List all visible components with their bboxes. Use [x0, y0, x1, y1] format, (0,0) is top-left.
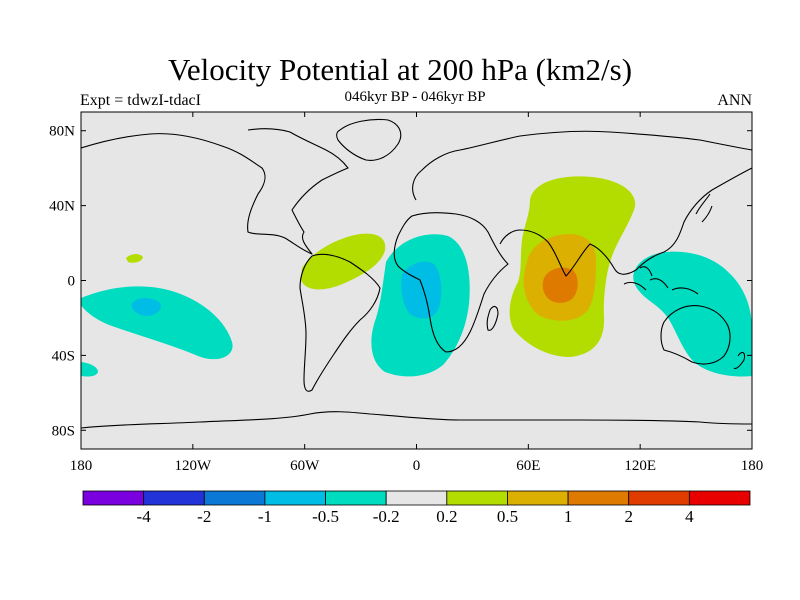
- coast-indonesia: [623, 266, 699, 295]
- colorbar-swatch: [325, 490, 387, 506]
- colorbar-label: -1: [258, 507, 272, 526]
- coast-antarctica: [81, 411, 752, 429]
- contour-small-positive: [126, 254, 143, 263]
- x-tick-label: 180: [741, 458, 764, 474]
- contour-amazon-positive: [301, 233, 386, 290]
- contour-central-pacific-core: [131, 298, 162, 316]
- coast-eurasia: [412, 130, 752, 277]
- x-tick-label: 60W: [290, 458, 320, 474]
- colorbar-label: 4: [685, 507, 694, 526]
- contour-maritime-negative: [633, 251, 752, 377]
- chart-title: Velocity Potential at 200 hPa (km2/s): [167, 52, 633, 87]
- contour-indian-max: [542, 267, 578, 303]
- x-axis-ticks: 180 120W 60W 0 60E 120E 180: [70, 112, 764, 474]
- x-tick-label: 60E: [516, 458, 540, 474]
- coastlines: [81, 118, 752, 429]
- x-tick-label: 120W: [174, 458, 212, 474]
- coast-japan: [695, 193, 713, 223]
- coast-north-america: [81, 128, 349, 255]
- colorbar-label: 0.2: [436, 507, 457, 526]
- colorbar-label: -0.2: [373, 507, 400, 526]
- contour-central-pacific-negative: [81, 286, 233, 360]
- x-tick-label: 120E: [624, 458, 656, 474]
- coast-new-zealand: [733, 351, 746, 370]
- season-label: ANN: [717, 92, 752, 109]
- colorbar-swatch: [567, 490, 630, 506]
- y-tick-label: 40N: [49, 199, 75, 215]
- y-axis-ticks: 80N 40N 0 40S 80S: [49, 124, 752, 439]
- y-tick-label: 40S: [52, 348, 75, 364]
- contour-pacific-edge-negative: [81, 362, 98, 377]
- colorbar-label: -4: [137, 507, 152, 526]
- colorbar-swatch: [82, 490, 145, 506]
- colorbar-swatch: [203, 490, 266, 506]
- y-tick-label: 80N: [49, 124, 75, 140]
- colorbar-swatch: [385, 490, 448, 506]
- colorbar-swatch: [507, 490, 569, 506]
- coast-africa: [393, 212, 509, 353]
- coast-madagascar: [486, 305, 499, 331]
- colorbar-label: 1: [564, 507, 573, 526]
- chart-subtitle: 046kyr BP - 046kyr BP: [344, 89, 486, 105]
- colorbar-label: 2: [624, 507, 633, 526]
- colorbar-label: -0.5: [312, 507, 339, 526]
- x-tick-label: 0: [413, 458, 421, 474]
- x-tick-label: 180: [70, 458, 93, 474]
- colorbar-label: 0.5: [497, 507, 518, 526]
- colorbar-swatch: [688, 490, 751, 506]
- colorbar-swatch: [628, 490, 690, 506]
- coast-south-america: [299, 253, 381, 392]
- coast-australia: [660, 305, 731, 365]
- colorbar: -4 -2 -1 -0.5 -0.2 0.2 0.5 1 2 4: [82, 490, 751, 526]
- colorbar-swatch: [143, 490, 205, 506]
- colorbar-swatch: [264, 490, 326, 506]
- colorbar-label: -2: [197, 507, 211, 526]
- coast-greenland: [336, 118, 402, 161]
- experiment-label: Expt = tdwzI-tdacI: [80, 92, 201, 109]
- y-tick-label: 80S: [52, 423, 75, 439]
- contour-fills: [81, 176, 752, 377]
- colorbar-swatch: [446, 490, 508, 506]
- contour-africa-core: [401, 261, 442, 319]
- y-tick-label: 0: [68, 274, 76, 290]
